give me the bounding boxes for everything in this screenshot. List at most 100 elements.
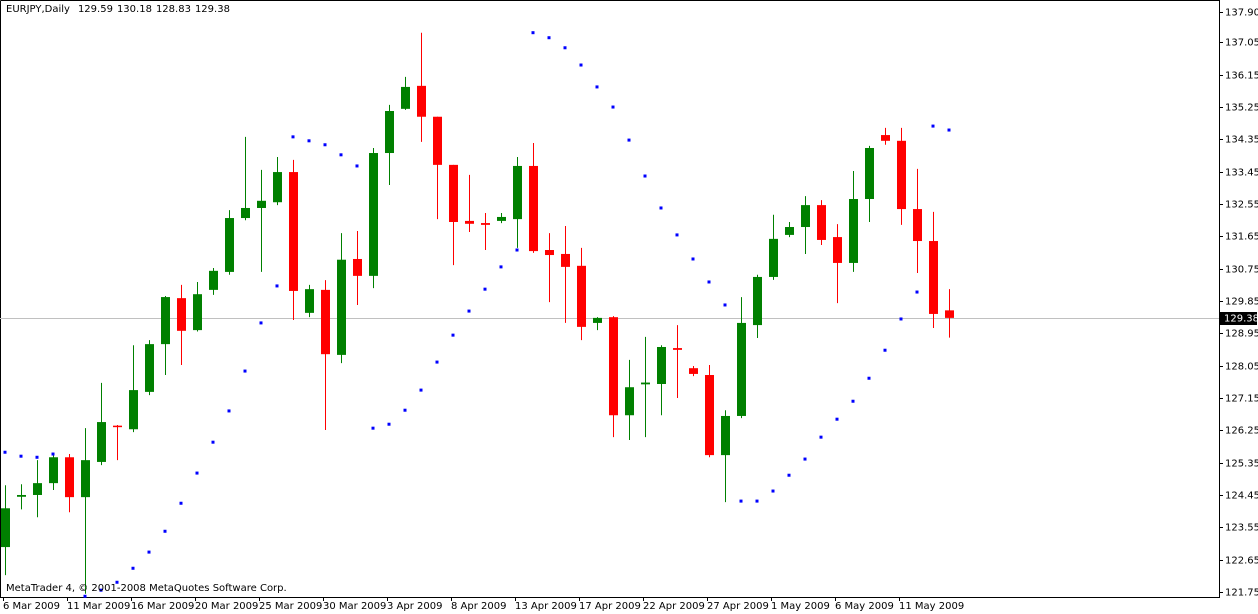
indicator-dot: [291, 135, 295, 139]
indicator-dot: [195, 471, 199, 475]
candle-body: [753, 276, 762, 326]
candle-body: [641, 382, 650, 385]
candle-body: [625, 387, 634, 416]
candle-body: [593, 317, 602, 323]
x-tick-label: 13 Apr 2009: [515, 601, 577, 612]
candle-body: [689, 368, 698, 374]
y-tick-label: 124.45: [1225, 491, 1258, 502]
candle-body: [321, 289, 330, 355]
candle-body: [177, 298, 186, 331]
candle-body: [769, 238, 778, 277]
indicator-dot: [547, 36, 551, 40]
candle-body: [129, 390, 138, 430]
indicator-dot: [243, 369, 247, 373]
indicator-dot: [403, 408, 407, 412]
candle-body: [225, 218, 234, 272]
y-tick-label: 121.75: [1225, 588, 1258, 599]
price-label: 129.38: [1224, 314, 1258, 325]
candle-body: [449, 164, 458, 222]
indicator-dot: [707, 280, 711, 284]
indicator-dot: [115, 580, 119, 584]
candle-body: [1, 508, 10, 548]
y-tick-label: 130.75: [1225, 265, 1258, 276]
indicator-dot: [659, 206, 663, 210]
candle-body: [113, 425, 122, 428]
candle-body: [49, 457, 58, 484]
candle-body: [801, 205, 810, 228]
indicator-dot: [259, 321, 263, 325]
x-tick-label: 20 Mar 2009: [195, 601, 258, 612]
indicator-dot: [339, 153, 343, 157]
candle-body: [513, 165, 522, 220]
candle-body: [257, 200, 266, 208]
candle-body: [145, 344, 154, 392]
candle-body: [497, 216, 506, 221]
indicator-dot: [627, 138, 631, 142]
header-low: 128.83: [156, 4, 191, 15]
indicator-dot: [19, 454, 23, 458]
indicator-dot: [643, 174, 647, 178]
indicator-dot: [371, 426, 375, 430]
candle-body: [97, 422, 106, 462]
indicator-dot: [803, 457, 807, 461]
y-tick-label: 134.35: [1225, 135, 1258, 146]
indicator-dot: [131, 566, 135, 570]
indicator-dot: [483, 287, 487, 291]
indicator-dot: [99, 588, 103, 592]
candle-body: [417, 85, 426, 117]
indicator-dot: [163, 529, 167, 533]
indicator-dot: [179, 501, 183, 505]
indicator-dot: [915, 290, 919, 294]
x-tick-label: 11 Mar 2009: [67, 601, 130, 612]
indicator-dot: [467, 309, 471, 313]
indicator-dot: [323, 143, 327, 147]
x-tick-label: 6 May 2009: [835, 601, 894, 612]
candle-body: [609, 317, 618, 416]
indicator-dot: [51, 452, 55, 456]
candle-body: [193, 294, 202, 331]
indicator-dot: [451, 333, 455, 337]
plot: [0, 31, 1219, 598]
indicator-dot: [499, 265, 503, 269]
indicator-dot: [435, 360, 439, 364]
candle-body: [945, 310, 954, 318]
x-tick-label: 1 May 2009: [771, 601, 830, 612]
indicator-dot: [83, 594, 87, 598]
indicator-dot: [931, 124, 935, 128]
x-tick-label: 27 Apr 2009: [707, 601, 769, 612]
indicator-dot: [419, 388, 423, 392]
candle-body: [737, 322, 746, 416]
indicator-dot: [691, 257, 695, 261]
candle-body: [545, 250, 554, 256]
indicator-dot: [531, 31, 535, 35]
indicator-dot: [35, 455, 39, 459]
candle-body: [481, 223, 490, 225]
y-tick-label: 136.15: [1225, 71, 1258, 82]
indicator-dot: [611, 105, 615, 109]
candle-body: [817, 205, 826, 240]
candle-body: [577, 265, 586, 327]
candle-body: [705, 375, 714, 456]
indicator-dot: [675, 233, 679, 237]
indicator-dot: [899, 317, 903, 321]
candle-body: [833, 237, 842, 263]
chart-header: EURJPY,Daily 129.59 130.18 128.83 129.38: [6, 4, 230, 15]
y-tick-label: 133.45: [1225, 168, 1258, 179]
candle-body: [369, 153, 378, 276]
y-tick-label: 135.25: [1225, 103, 1258, 114]
indicator-dot: [819, 435, 823, 439]
candle-body: [673, 348, 682, 350]
header-open: 129.59: [78, 4, 113, 15]
candle-body: [865, 147, 874, 199]
indicator-dot: [355, 164, 359, 168]
candle-body: [785, 227, 794, 235]
candle-body: [721, 415, 730, 456]
y-tick-label: 128.05: [1225, 362, 1258, 373]
candle-body: [289, 172, 298, 291]
header-high: 130.18: [117, 4, 152, 15]
candle-body: [209, 270, 218, 290]
indicator-dot: [739, 499, 743, 503]
indicator-dot: [835, 417, 839, 421]
candle-body: [65, 457, 74, 498]
